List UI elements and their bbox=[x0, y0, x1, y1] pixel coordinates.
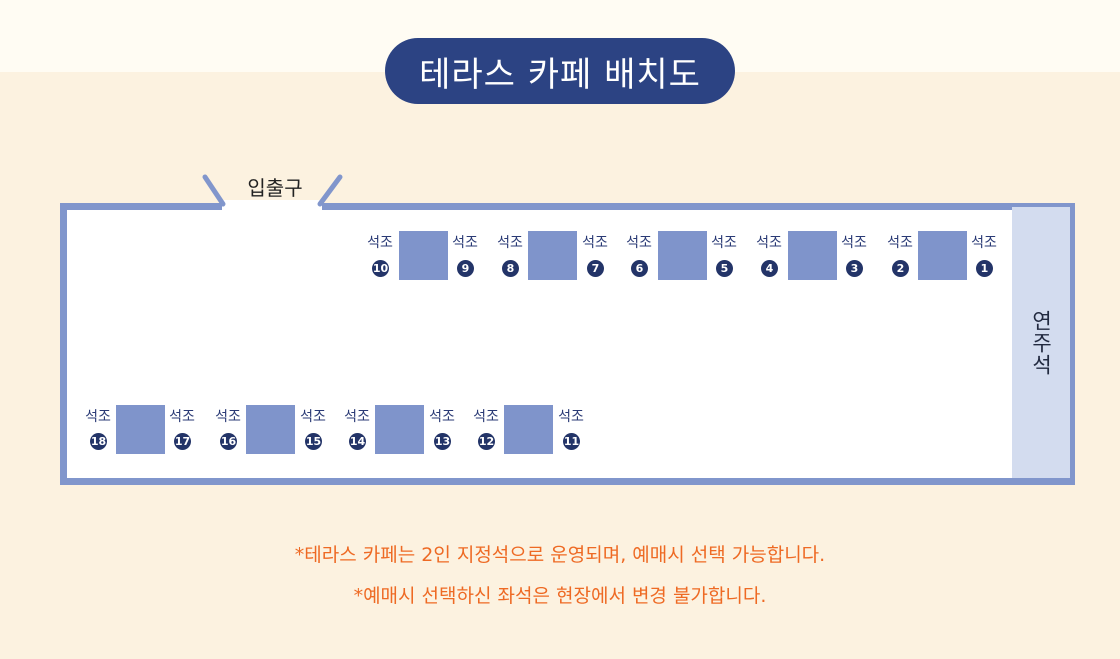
seat-2-number: 2 bbox=[892, 260, 909, 277]
seat-6-label[interactable]: 석조 bbox=[626, 235, 652, 251]
entrance-label: 입출구 bbox=[247, 176, 303, 200]
entrance-gap bbox=[222, 200, 322, 212]
seat-12-number: 12 bbox=[478, 433, 495, 450]
seat-17-label[interactable]: 석조 bbox=[169, 409, 195, 425]
seat-1-label[interactable]: 석조 bbox=[971, 235, 997, 251]
table-11-12[interactable] bbox=[504, 405, 553, 454]
seat-9-label[interactable]: 석조 bbox=[452, 235, 478, 251]
table-5-6[interactable] bbox=[658, 231, 707, 280]
seat-12-label[interactable]: 석조 bbox=[473, 409, 499, 425]
seat-10-label[interactable]: 석조 bbox=[367, 235, 393, 251]
seat-17-number: 17 bbox=[174, 433, 191, 450]
page-title: 테라스 카페 배치도 bbox=[385, 38, 735, 104]
seat-3-label[interactable]: 석조 bbox=[841, 235, 867, 251]
seat-1-number: 1 bbox=[976, 260, 993, 277]
table-7-8[interactable] bbox=[528, 231, 577, 280]
table-3-4[interactable] bbox=[788, 231, 837, 280]
seat-4-label[interactable]: 석조 bbox=[756, 235, 782, 251]
entrance-marker-icon bbox=[202, 174, 343, 207]
seat-16-label[interactable]: 석조 bbox=[215, 409, 241, 425]
note-reserved-seating: *테라스 카페는 2인 지정석으로 운영되며, 예매시 선택 가능합니다. bbox=[294, 544, 826, 566]
seat-8-number: 8 bbox=[502, 260, 519, 277]
seat-14-number: 14 bbox=[349, 433, 366, 450]
seat-9-number: 9 bbox=[457, 260, 474, 277]
seat-8-label[interactable]: 석조 bbox=[497, 235, 523, 251]
seat-2-label[interactable]: 석조 bbox=[887, 235, 913, 251]
table-9-10[interactable] bbox=[399, 231, 448, 280]
seat-5-number: 5 bbox=[716, 260, 733, 277]
seat-16-number: 16 bbox=[220, 433, 237, 450]
seat-13-label[interactable]: 석조 bbox=[429, 409, 455, 425]
seat-7-label[interactable]: 석조 bbox=[582, 235, 608, 251]
seat-18-label[interactable]: 석조 bbox=[85, 409, 111, 425]
seat-11-label[interactable]: 석조 bbox=[558, 409, 584, 425]
table-1-2[interactable] bbox=[918, 231, 967, 280]
seat-6-number: 6 bbox=[631, 260, 648, 277]
stage-label: 연주석 bbox=[1029, 309, 1053, 376]
seat-13-number: 13 bbox=[434, 433, 451, 450]
seat-10-number: 10 bbox=[372, 260, 389, 277]
seat-3-number: 3 bbox=[846, 260, 863, 277]
seat-15-number: 15 bbox=[305, 433, 322, 450]
seat-14-label[interactable]: 석조 bbox=[344, 409, 370, 425]
seat-18-number: 18 bbox=[90, 433, 107, 450]
seat-11-number: 11 bbox=[563, 433, 580, 450]
seat-15-label[interactable]: 석조 bbox=[300, 409, 326, 425]
seat-4-number: 4 bbox=[761, 260, 778, 277]
seat-5-label[interactable]: 석조 bbox=[711, 235, 737, 251]
seat-7-number: 7 bbox=[587, 260, 604, 277]
table-15-16[interactable] bbox=[246, 405, 295, 454]
table-13-14[interactable] bbox=[375, 405, 424, 454]
table-17-18[interactable] bbox=[116, 405, 165, 454]
stage-area bbox=[1012, 207, 1070, 478]
note-no-seat-change: *예매시 선택하신 좌석은 현장에서 변경 불가합니다. bbox=[353, 585, 767, 607]
